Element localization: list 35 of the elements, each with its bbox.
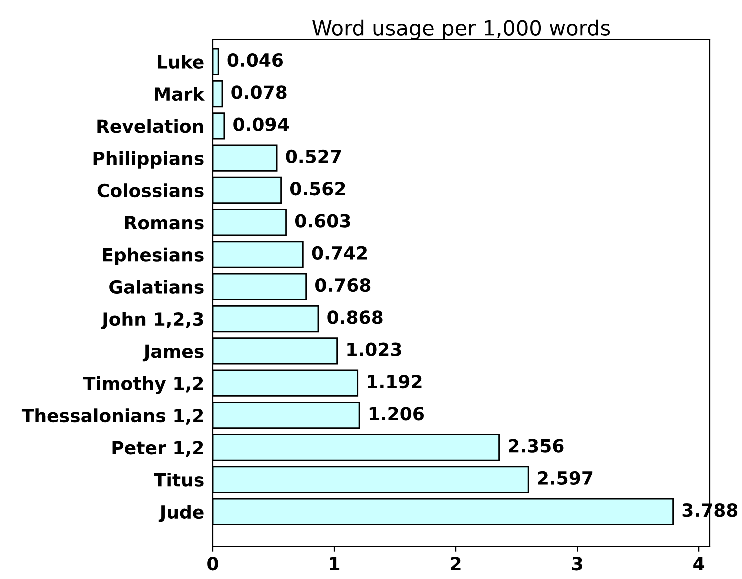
data-label: 0.868 <box>328 310 383 324</box>
data-label: 0.046 <box>228 53 284 68</box>
data-label: 0.768 <box>316 278 371 292</box>
data-label: 1.023 <box>348 342 402 356</box>
data-label: 0.603 <box>295 214 350 228</box>
y-tick-label: Galatians <box>110 280 204 294</box>
y-tick-label: James <box>142 344 204 362</box>
y-tick-label: Jude <box>158 505 204 522</box>
y-tick-label: Philippians <box>94 151 204 169</box>
x-tick-label: 0 <box>208 557 218 571</box>
data-label: 1.192 <box>368 374 422 389</box>
y-tick-label: Ephesians <box>103 248 204 266</box>
data-label: 0.527 <box>286 150 342 164</box>
y-tick-label: Thessalonians 1,2 <box>22 408 204 425</box>
x-tick-label: 2 <box>451 557 461 570</box>
y-tick-label: Timothy 1,2 <box>84 376 204 394</box>
y-tick-label: Mark <box>155 87 206 102</box>
y-tick-label: Romans <box>125 216 204 230</box>
y-tick-label: Colossians <box>98 184 204 198</box>
y-tick-label: Peter 1,2 <box>112 441 204 458</box>
x-tick-label: 1 <box>330 557 340 570</box>
y-tick-label: Luke <box>158 55 204 69</box>
data-label: 1.206 <box>370 407 424 421</box>
data-label: 0.094 <box>234 118 290 132</box>
data-label: 0.562 <box>290 182 346 196</box>
y-tick-label: John 1,2,3 <box>101 312 204 330</box>
chart-title: Word usage per 1,000 words <box>312 20 610 40</box>
data-label: 0.742 <box>312 246 368 260</box>
data-label: 2.597 <box>538 471 593 486</box>
y-tick-label: Revelation <box>98 119 204 134</box>
x-tick-label: 4 <box>694 557 705 570</box>
x-tick-label: 3 <box>572 557 582 571</box>
data-label: 2.356 <box>509 439 564 453</box>
y-tick-label: Titus <box>154 472 204 487</box>
data-label: 0.078 <box>232 86 287 100</box>
